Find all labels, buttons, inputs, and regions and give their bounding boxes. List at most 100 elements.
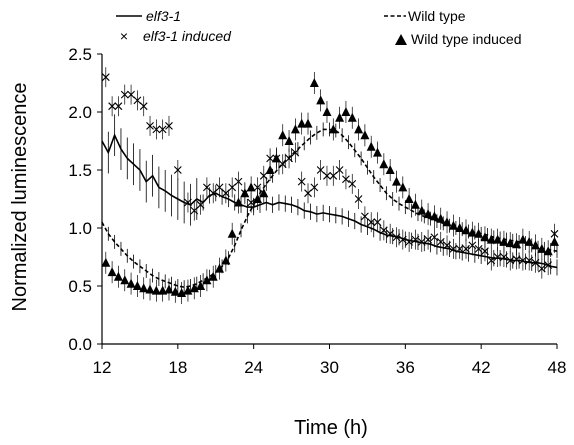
- data-point-triangle: [480, 232, 490, 242]
- data-point-triangle: [385, 165, 395, 174]
- data-point-triangle: [101, 257, 111, 267]
- data-point-x: [506, 256, 515, 265]
- data-point-triangle: [499, 236, 509, 246]
- data-point-x: [379, 226, 388, 235]
- data-point-triangle: [410, 199, 420, 209]
- data-point-x: [120, 90, 129, 99]
- data-point-x: [373, 218, 382, 227]
- data-point-x: [436, 238, 445, 246]
- data-point-triangle: [455, 223, 465, 232]
- data-point-triangle: [221, 255, 231, 265]
- data-point-triangle: [373, 147, 382, 157]
- data-point-triangle: [448, 220, 458, 230]
- x-axis-title: Time (h): [294, 417, 368, 439]
- data-point-triangle: [335, 112, 345, 122]
- data-point-triangle: [202, 275, 212, 285]
- data-point-x: [184, 198, 192, 207]
- tick-labels: 12 18 24 30 36 42 48 0.0 0.5 1.0 1.5 2.0 2.5: [68, 45, 566, 377]
- data-point-triangle: [347, 112, 357, 122]
- data-point-x: [487, 256, 496, 265]
- data-point-x: [196, 200, 205, 209]
- x-tick-label: 18: [168, 358, 187, 377]
- data-point-triangle: [550, 236, 559, 246]
- series-1: [101, 67, 559, 279]
- data-point-triangle: [240, 188, 250, 198]
- x-tick-label: 24: [244, 358, 263, 377]
- x-tick-label: 42: [472, 358, 491, 377]
- data-point-triangle: [436, 213, 446, 223]
- data-point-x: [474, 244, 483, 253]
- y-tick-label: 1.5: [68, 161, 92, 180]
- data-point-x: [430, 233, 439, 242]
- data-point-triangle: [512, 239, 522, 249]
- series-3: [101, 72, 559, 304]
- series-0: [101, 114, 558, 276]
- data-point-x: [190, 206, 199, 215]
- y-tick-label: 2.5: [68, 45, 92, 64]
- data-point-x: [234, 177, 243, 186]
- data-point-triangle: [467, 227, 477, 237]
- data-point-triangle: [132, 281, 142, 290]
- data-point-x: [215, 183, 224, 192]
- data-point-x: [101, 73, 110, 82]
- data-point-x: [354, 195, 363, 203]
- y-tick-label: 2.0: [68, 103, 92, 122]
- data-point-x: [152, 125, 161, 134]
- data-point-x: [209, 189, 218, 198]
- legend: elf3-1 × elf3-1 induced Wild type Wild t…: [116, 8, 522, 47]
- data-point-x: [462, 244, 470, 253]
- data-point-x: [405, 238, 414, 246]
- data-point-triangle: [208, 271, 218, 281]
- data-point-triangle: [366, 141, 376, 151]
- data-point-triangle: [189, 283, 199, 293]
- data-point-triangle: [429, 211, 439, 221]
- data-point-x: [329, 171, 338, 180]
- data-point-triangle: [177, 288, 187, 297]
- data-point-x: [114, 102, 123, 111]
- data-point-triangle: [234, 197, 243, 207]
- data-point-triangle: [290, 124, 300, 134]
- data-point-x: [266, 154, 274, 163]
- data-point-triangle: [265, 165, 275, 174]
- data-point-triangle: [417, 205, 427, 215]
- data-point-triangle: [392, 176, 401, 186]
- data-point-x: [335, 166, 344, 174]
- data-point-x: [108, 102, 117, 111]
- legend-wild-type-induced-label: Wild type induced: [411, 31, 522, 47]
- data-point-x: [544, 261, 553, 270]
- data-point-x: [367, 218, 376, 227]
- data-point-triangle: [309, 78, 319, 87]
- data-point-triangle: [461, 225, 471, 235]
- data-point-triangle: [531, 240, 540, 250]
- data-point-triangle: [145, 284, 155, 294]
- data-point-x: [146, 122, 154, 130]
- data-point-x: [173, 166, 182, 174]
- data-point-triangle: [518, 234, 528, 244]
- data-point-x: [493, 253, 502, 261]
- data-point-triangle: [379, 159, 389, 169]
- data-point-triangle: [303, 118, 313, 128]
- data-point-triangle: [404, 194, 414, 203]
- data-point-x: [386, 229, 395, 238]
- data-point-x: [512, 255, 521, 264]
- data-point-triangle: [398, 182, 408, 192]
- x-tick-label: 48: [548, 358, 567, 377]
- data-point-triangle: [158, 285, 168, 295]
- data-point-x: [342, 175, 350, 184]
- data-point-x: [348, 180, 357, 188]
- data-point-triangle: [284, 136, 294, 145]
- data-point-x: [203, 183, 211, 192]
- data-point-triangle: [246, 182, 256, 192]
- data-point-x: [127, 90, 135, 99]
- data-point-triangle: [139, 283, 149, 293]
- y-axis-title: Normalized luminescence: [9, 83, 31, 312]
- data-point-x: [304, 189, 312, 198]
- legend-wild-type-induced-swatch: [395, 34, 407, 45]
- series-layer: [101, 67, 559, 304]
- legend-elf3-1-label: elf3-1: [146, 8, 181, 24]
- data-point-x: [158, 125, 167, 134]
- data-point-triangle: [151, 285, 161, 295]
- data-point-triangle: [354, 124, 364, 134]
- data-point-triangle: [271, 153, 281, 163]
- data-point-triangle: [505, 238, 515, 248]
